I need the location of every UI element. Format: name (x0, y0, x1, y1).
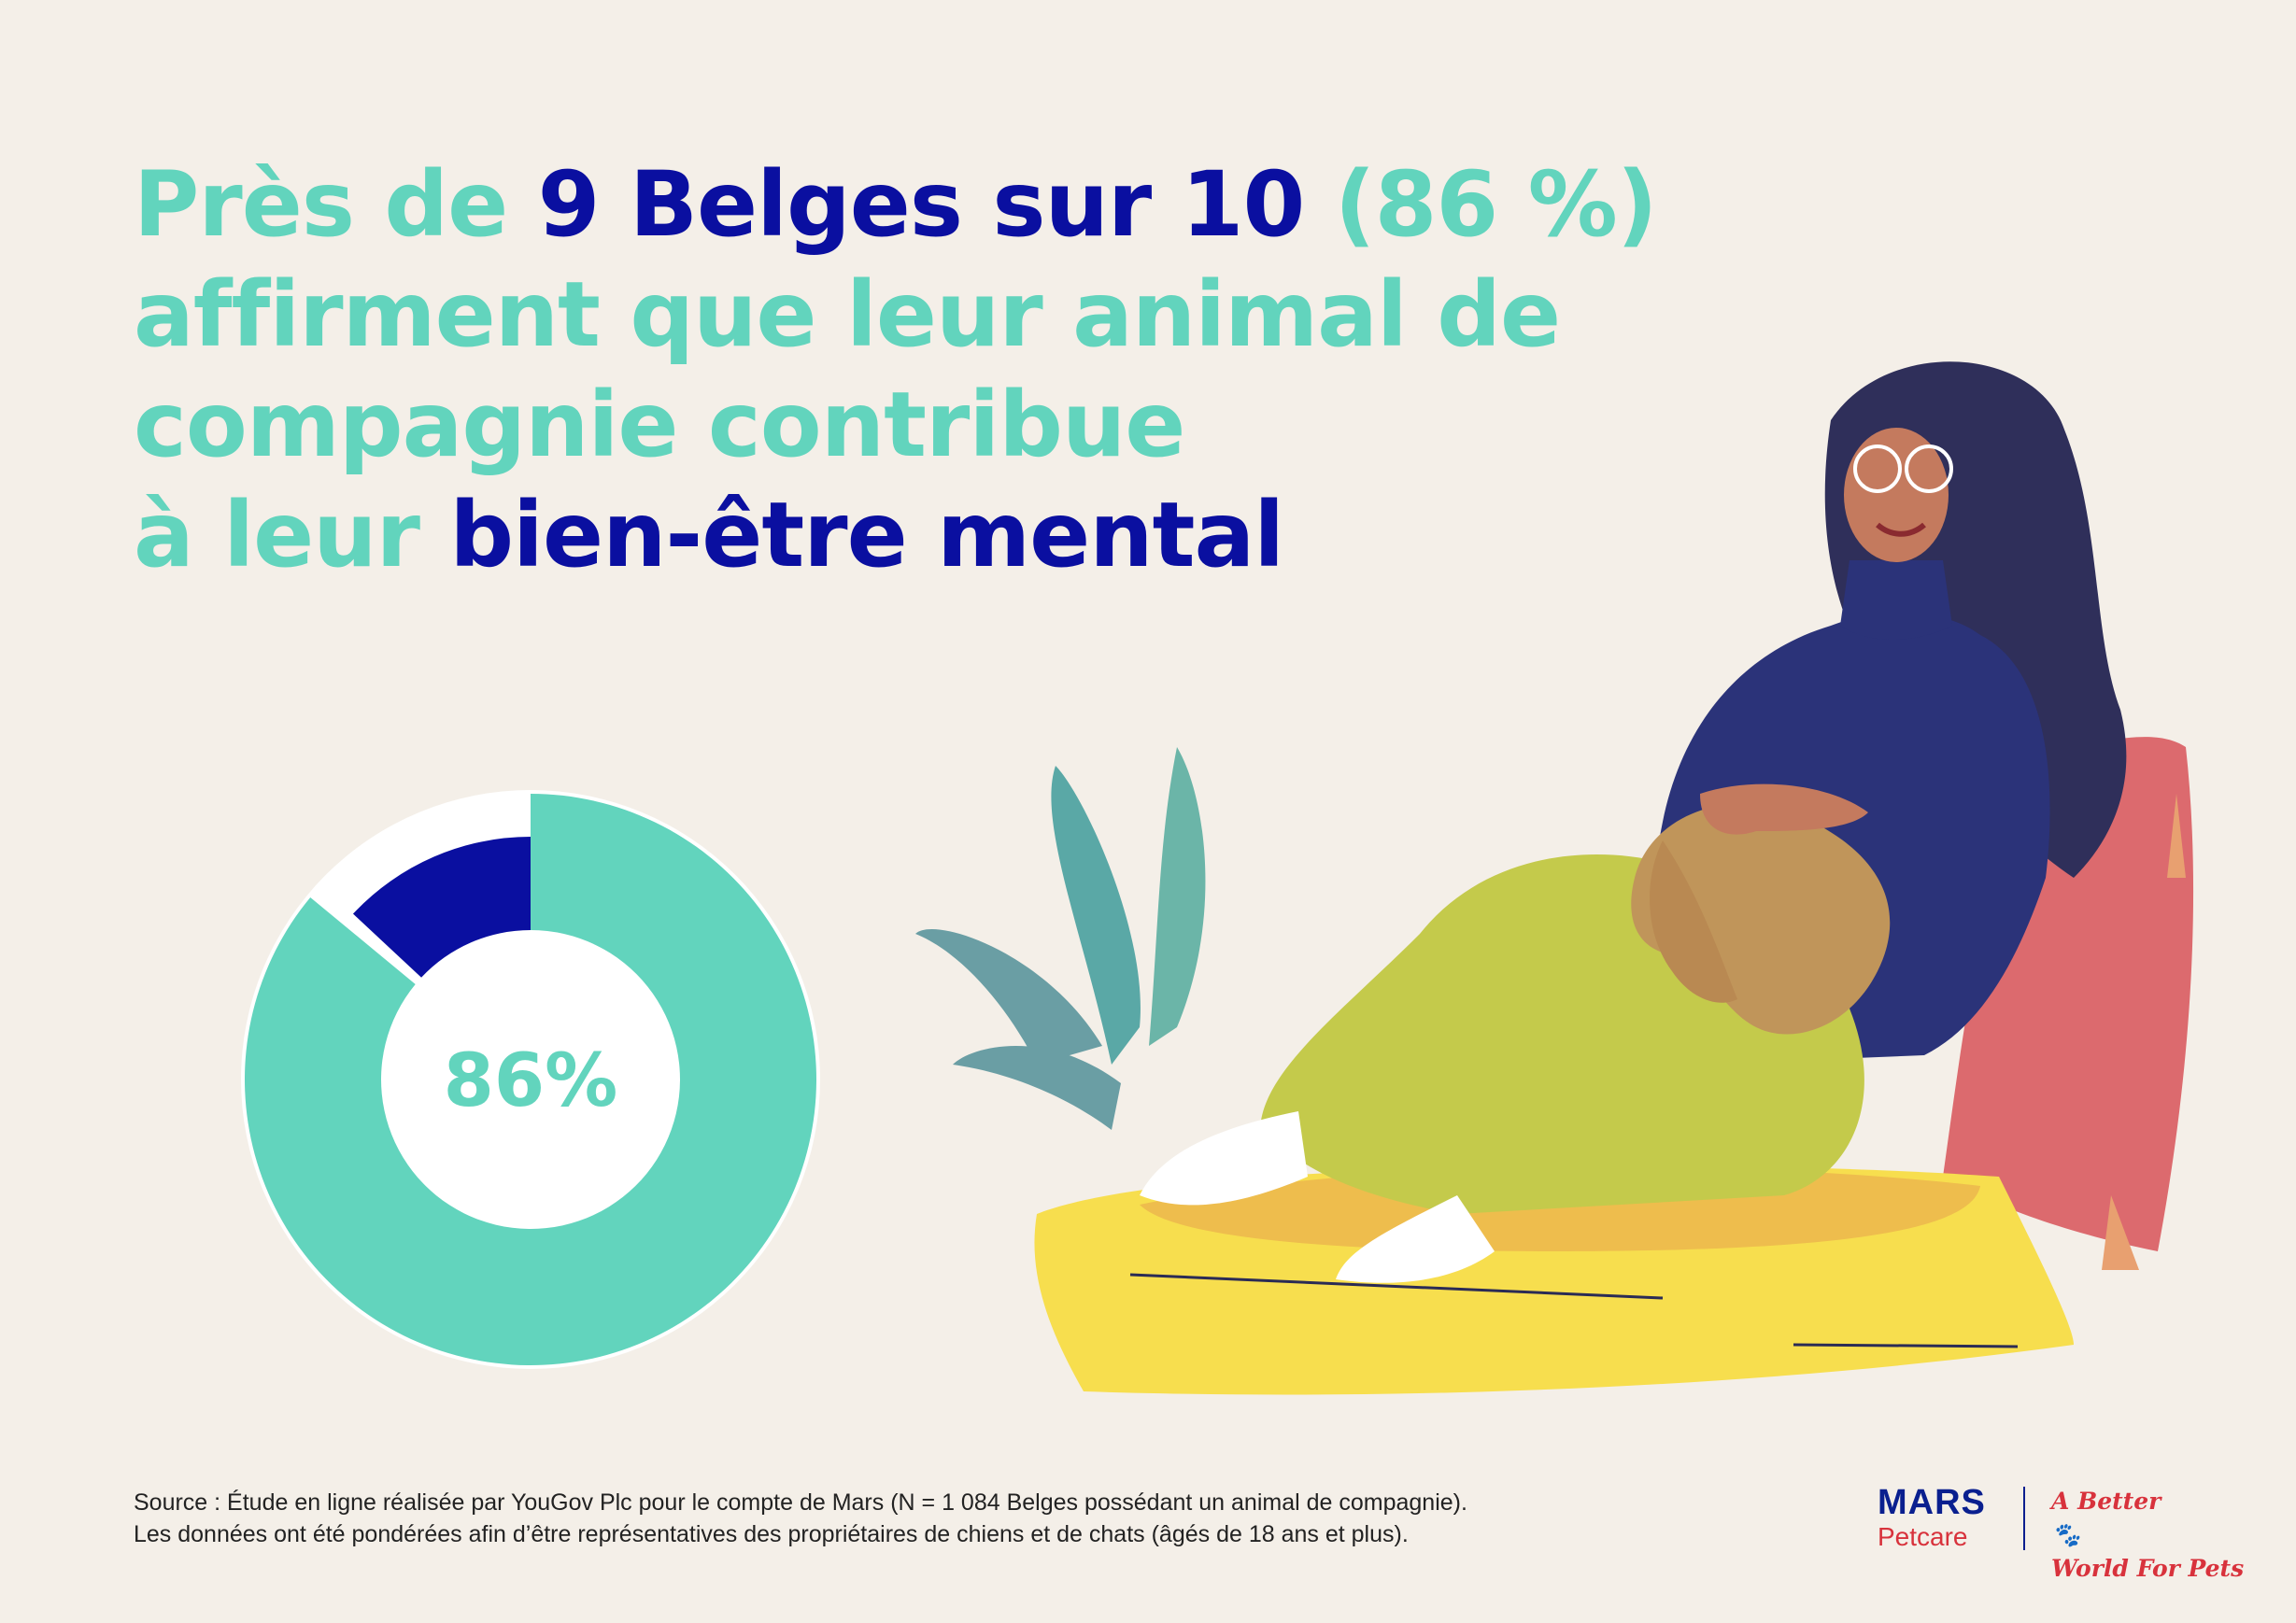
source-line-2: Les données ont été pondérées afin d’êtr… (134, 1521, 1409, 1547)
woman-with-dog-illustration (915, 361, 2194, 1395)
donut-slice-0 (244, 794, 816, 1365)
paw-icon: 🐾 (2051, 1521, 2081, 1548)
brand-name: MARS (1878, 1483, 1986, 1522)
source-line-1: Source : Étude en ligne réalisée par You… (134, 1489, 1467, 1516)
headline: Près de 9 Belges sur 10 (86 %) affirment… (134, 149, 1815, 590)
donut-hole (385, 934, 676, 1225)
brand-tagline: A Better 🐾 World For Pets (2051, 1485, 2244, 1586)
tagline-line-1: A Better 🐾 (2051, 1485, 2244, 1552)
headline-line-3: compagnie contribue (134, 373, 1185, 477)
dog-icon (1631, 803, 1891, 1035)
brand-divider (2023, 1487, 2025, 1550)
face-icon (1844, 428, 1953, 562)
brand-logo: MARS Petcare A Better 🐾 World For Pets (1878, 1483, 2244, 1582)
headline-line-4: à leur bien-être mental (134, 483, 1284, 587)
tagline-line-2: World For Pets (2051, 1555, 2245, 1582)
plant-icon (915, 747, 1206, 1130)
arm-icon (1700, 783, 1868, 835)
donut-center-label: 86% (444, 1039, 618, 1123)
donut-slice-1 (352, 837, 531, 978)
donut-chart: 86% (241, 790, 820, 1369)
donut-slices (244, 794, 816, 1365)
headline-line-1: Près de 9 Belges sur 10 (86 %) (134, 152, 1658, 257)
headline-line-2: affirment que leur animal de (134, 262, 1561, 367)
source-note: Source : Étude en ligne réalisée par You… (134, 1487, 1722, 1550)
brand-sub: Petcare (1878, 1522, 1968, 1551)
